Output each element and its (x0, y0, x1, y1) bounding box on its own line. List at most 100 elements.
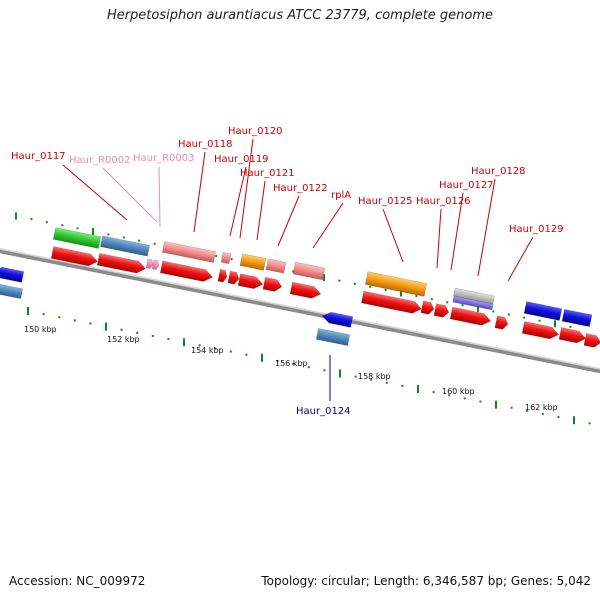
gene-label: Haur_0128 (471, 166, 526, 177)
accession-text: Accession: NC_009972 (9, 574, 146, 588)
callout-layer: Haur_0117 Haur_R0002 Haur_R0003 Haur_0118 Ha… (11, 126, 564, 417)
gene-label-leader (450, 192, 464, 271)
genome-summary-text: Topology: circular; Length: 6,346,587 bp… (261, 574, 591, 588)
feature-salmon-shape (162, 241, 216, 263)
cds-reverse-0124-shape (321, 311, 354, 328)
cds-forward (583, 333, 600, 348)
feature-salmon-shape (292, 261, 326, 281)
gene-label-leader (239, 138, 254, 239)
cds-forward-shape (289, 281, 322, 299)
gene-label-leader (477, 178, 496, 277)
gene-label: Haur_0127 (439, 180, 494, 191)
gene-label: rplA (331, 190, 351, 201)
cds-forward (449, 306, 492, 326)
gene-label: Haur_R0003 (133, 153, 195, 164)
cds-forward (558, 327, 587, 344)
cds-reverse-shape (561, 308, 593, 328)
scale-label: 162 kbp (525, 403, 558, 412)
cds-forward-shape (361, 290, 422, 314)
cds-forward-shape (558, 327, 587, 344)
gene-label-leader (193, 151, 206, 233)
scale-label: 152 kbp (107, 335, 140, 344)
scale-label: 158 kbp (358, 372, 391, 381)
cds-forward (96, 252, 147, 274)
cds-reverse (523, 301, 563, 321)
cds-forward-shape (521, 321, 560, 340)
genome-title: Herpetosiphon aurantiacus ATCC 23779, co… (106, 8, 494, 23)
cds-forward (521, 321, 560, 340)
cds-forward (289, 281, 322, 299)
rrna-arrow-shape (145, 258, 154, 269)
gene-label-leader (312, 202, 344, 249)
rrna-arrow (145, 258, 154, 269)
cds-reverse-0124 (321, 311, 354, 328)
feature-purple-shape (452, 295, 494, 311)
feature-salmon (162, 241, 216, 263)
scale-label: 150 kbp (24, 325, 57, 334)
cds-forward-shape (96, 252, 147, 274)
feature-orange (239, 253, 267, 271)
cds-forward-shape (217, 268, 228, 283)
backbone-layer (0, 247, 600, 374)
cds-forward-shape (420, 300, 435, 315)
cds-forward-shape (50, 246, 99, 267)
scale-label: 160 kbp (442, 387, 475, 396)
cds-forward-shape (159, 260, 213, 282)
scale-label: 154 kbp (191, 346, 224, 355)
gene-label-leader (256, 180, 266, 241)
cds-forward (361, 290, 422, 314)
feature-green (52, 227, 102, 249)
gene-label-leader (229, 166, 247, 237)
cds-forward-shape (449, 306, 492, 326)
cds-reverse-shape (0, 266, 25, 283)
rrna-arrow-shape (151, 259, 160, 270)
cds-reverse (0, 266, 25, 283)
backbone-highlight (0, 247, 600, 371)
gene-label: Haur_0126 (416, 196, 471, 207)
feature-salmon-shape (265, 258, 287, 274)
cds-forward (262, 276, 283, 292)
cds-reverse (561, 308, 593, 328)
gene-label-leader (102, 167, 158, 223)
gene-label-leader (507, 236, 534, 282)
scale-label: 156 kbp (275, 359, 308, 368)
cds-forward (159, 260, 213, 282)
cds-forward-shape (583, 333, 600, 348)
cds-forward-shape (494, 315, 509, 330)
feature-steel-shape (100, 235, 150, 257)
cds-forward (50, 246, 99, 267)
feature-grey (453, 287, 495, 305)
gene-label: Haur_0125 (358, 196, 413, 207)
cds-forward (237, 273, 264, 289)
cds-reverse-detail-shape (0, 282, 24, 300)
gene-label-leader (158, 166, 161, 228)
cds-reverse-detail (0, 282, 24, 300)
feature-orange-large (364, 271, 428, 297)
cds-forward (227, 270, 240, 285)
cds-forward-shape (237, 273, 264, 289)
feature-salmon-small-shape (220, 251, 232, 265)
cds-forward (217, 268, 228, 283)
feature-purple (452, 295, 494, 311)
cds-forward (433, 303, 450, 318)
gene-label-leader (382, 208, 404, 263)
rrna-arrow (151, 259, 160, 270)
feature-green-shape (52, 227, 102, 249)
gene-label-leader (436, 208, 442, 269)
cds-forward (494, 315, 509, 330)
cds-reverse-shape (523, 301, 563, 321)
gene-label: Haur_0122 (273, 183, 328, 194)
feature-salmon-small (220, 251, 232, 265)
cds-forward-shape (433, 303, 450, 318)
gene-label: Haur_0117 (11, 151, 66, 162)
gene-label-leader (62, 164, 128, 221)
gene-label-leader (277, 195, 300, 247)
gene-label: Haur_0119 (214, 154, 269, 165)
cds-forward-shape (227, 270, 240, 285)
feature-steel (100, 235, 150, 257)
gene-label: Haur_0129 (509, 224, 564, 235)
gene-label: Haur_0124 (296, 406, 351, 417)
feature-steel-0124 (315, 328, 351, 346)
